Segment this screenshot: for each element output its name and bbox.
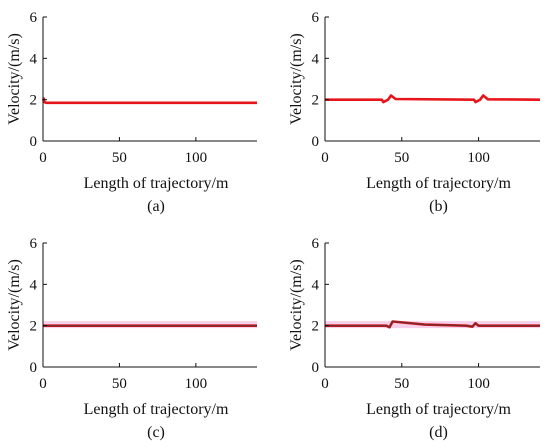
x-tick-label: 100 [185, 376, 208, 392]
y-tick-label: 2 [30, 93, 38, 109]
series-line-1 [325, 94, 541, 104]
y-tick-label: 0 [30, 134, 38, 150]
x-tick-label: 0 [321, 150, 329, 166]
y-tick-label: 6 [312, 236, 320, 252]
series-line-2 [325, 320, 540, 329]
panel-caption: (b) [429, 198, 448, 215]
y-tick-label: 0 [312, 360, 320, 376]
panel-d: 0 2 4 6 0 50 100 Length of trajectory/m Velocity… [288, 236, 540, 441]
y-tick-label: 2 [30, 319, 38, 335]
y-axis-label: Velocity/(m/s) [6, 33, 23, 125]
y-tick-label: 0 [312, 134, 320, 150]
panel-c: 0 2 4 6 0 50 100 Length of trajectory/m Velocity… [6, 236, 257, 441]
y-tick-label: 6 [30, 10, 38, 26]
y-tick-label: 6 [312, 10, 320, 26]
x-axis-label: Length of trajectory/m [366, 175, 511, 192]
x-tick-label: 0 [321, 376, 329, 392]
x-tick-label: 50 [112, 150, 127, 166]
y-tick-label: 2 [312, 319, 320, 335]
y-axis-label: Velocity/(m/s) [288, 259, 305, 351]
y-tick-label: 4 [30, 277, 38, 293]
y-tick-label: 0 [30, 360, 38, 376]
x-tick-label: 0 [39, 376, 47, 392]
x-tick-label: 0 [39, 150, 47, 166]
panel-b: 0 2 4 6 0 50 100 Length of trajectory/m Velocity… [288, 10, 541, 215]
y-tick-label: 4 [30, 51, 38, 67]
y-tick-label: 4 [312, 277, 320, 293]
panel-caption: (d) [429, 424, 448, 441]
y-tick-label: 4 [312, 51, 320, 67]
x-tick-label: 50 [394, 376, 409, 392]
y-axis-label: Velocity/(m/s) [6, 259, 23, 351]
y-axis-label: Velocity/(m/s) [288, 33, 305, 125]
x-tick-label: 50 [394, 150, 409, 166]
x-tick-label: 100 [467, 150, 490, 166]
panel-a: 0 2 4 6 0 50 100 Length of trajectory/m Velocity… [6, 10, 257, 215]
x-tick-label: 100 [467, 376, 490, 392]
y-tick-label: 6 [30, 236, 38, 252]
y-tick-label: 2 [312, 93, 320, 109]
series-line-1 [41, 97, 257, 105]
x-tick-label: 50 [112, 376, 127, 392]
x-axis-label: Length of trajectory/m [84, 175, 229, 192]
panel-caption: (a) [147, 198, 165, 215]
panel-caption: (c) [147, 424, 165, 441]
x-axis-label: Length of trajectory/m [84, 401, 229, 418]
x-axis-label: Length of trajectory/m [366, 401, 511, 418]
x-tick-label: 100 [185, 150, 208, 166]
